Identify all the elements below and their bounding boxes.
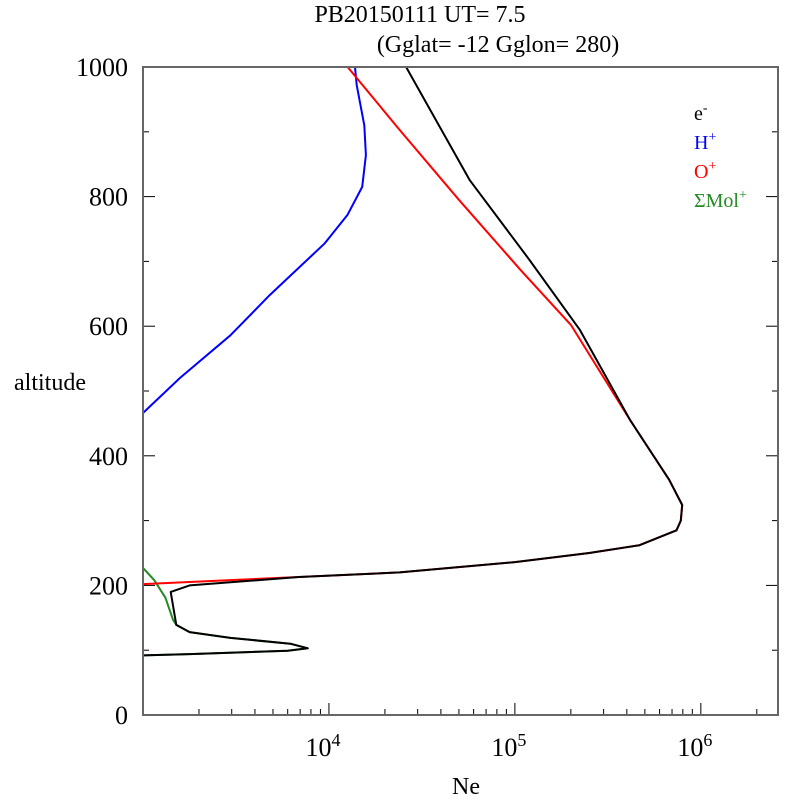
y-axis-label: altitude xyxy=(14,370,86,396)
legend-entry: O+ xyxy=(694,159,716,183)
y-tick-label: 0 xyxy=(115,701,128,730)
series-line-0 xyxy=(142,66,684,657)
legend-entry: e- xyxy=(694,101,708,125)
series-line-2 xyxy=(142,66,684,586)
chart-title: PB20150111 UT= 7.5 xyxy=(314,2,525,28)
plot-frame xyxy=(142,66,779,716)
x-tick-label: 106 xyxy=(677,730,712,762)
chart-subtitle: (Gglat= -12 Gglon= 280) xyxy=(377,32,619,58)
y-tick-label: 600 xyxy=(89,312,128,341)
x-tick-label: 105 xyxy=(491,730,526,762)
y-tick-label: 200 xyxy=(89,571,128,600)
legend: e- H+ O+ ΣMol+ xyxy=(694,101,747,212)
y-tick-label: 400 xyxy=(89,442,128,471)
x-axis-label: Ne xyxy=(452,774,480,796)
legend-entry: ΣMol+ xyxy=(694,188,747,212)
y-tick-label: 800 xyxy=(89,183,128,212)
legend-entry: H+ xyxy=(694,130,716,154)
x-tick-label: 104 xyxy=(305,730,340,762)
series-line-1 xyxy=(142,66,367,414)
y-tick-label: 1000 xyxy=(76,53,128,82)
